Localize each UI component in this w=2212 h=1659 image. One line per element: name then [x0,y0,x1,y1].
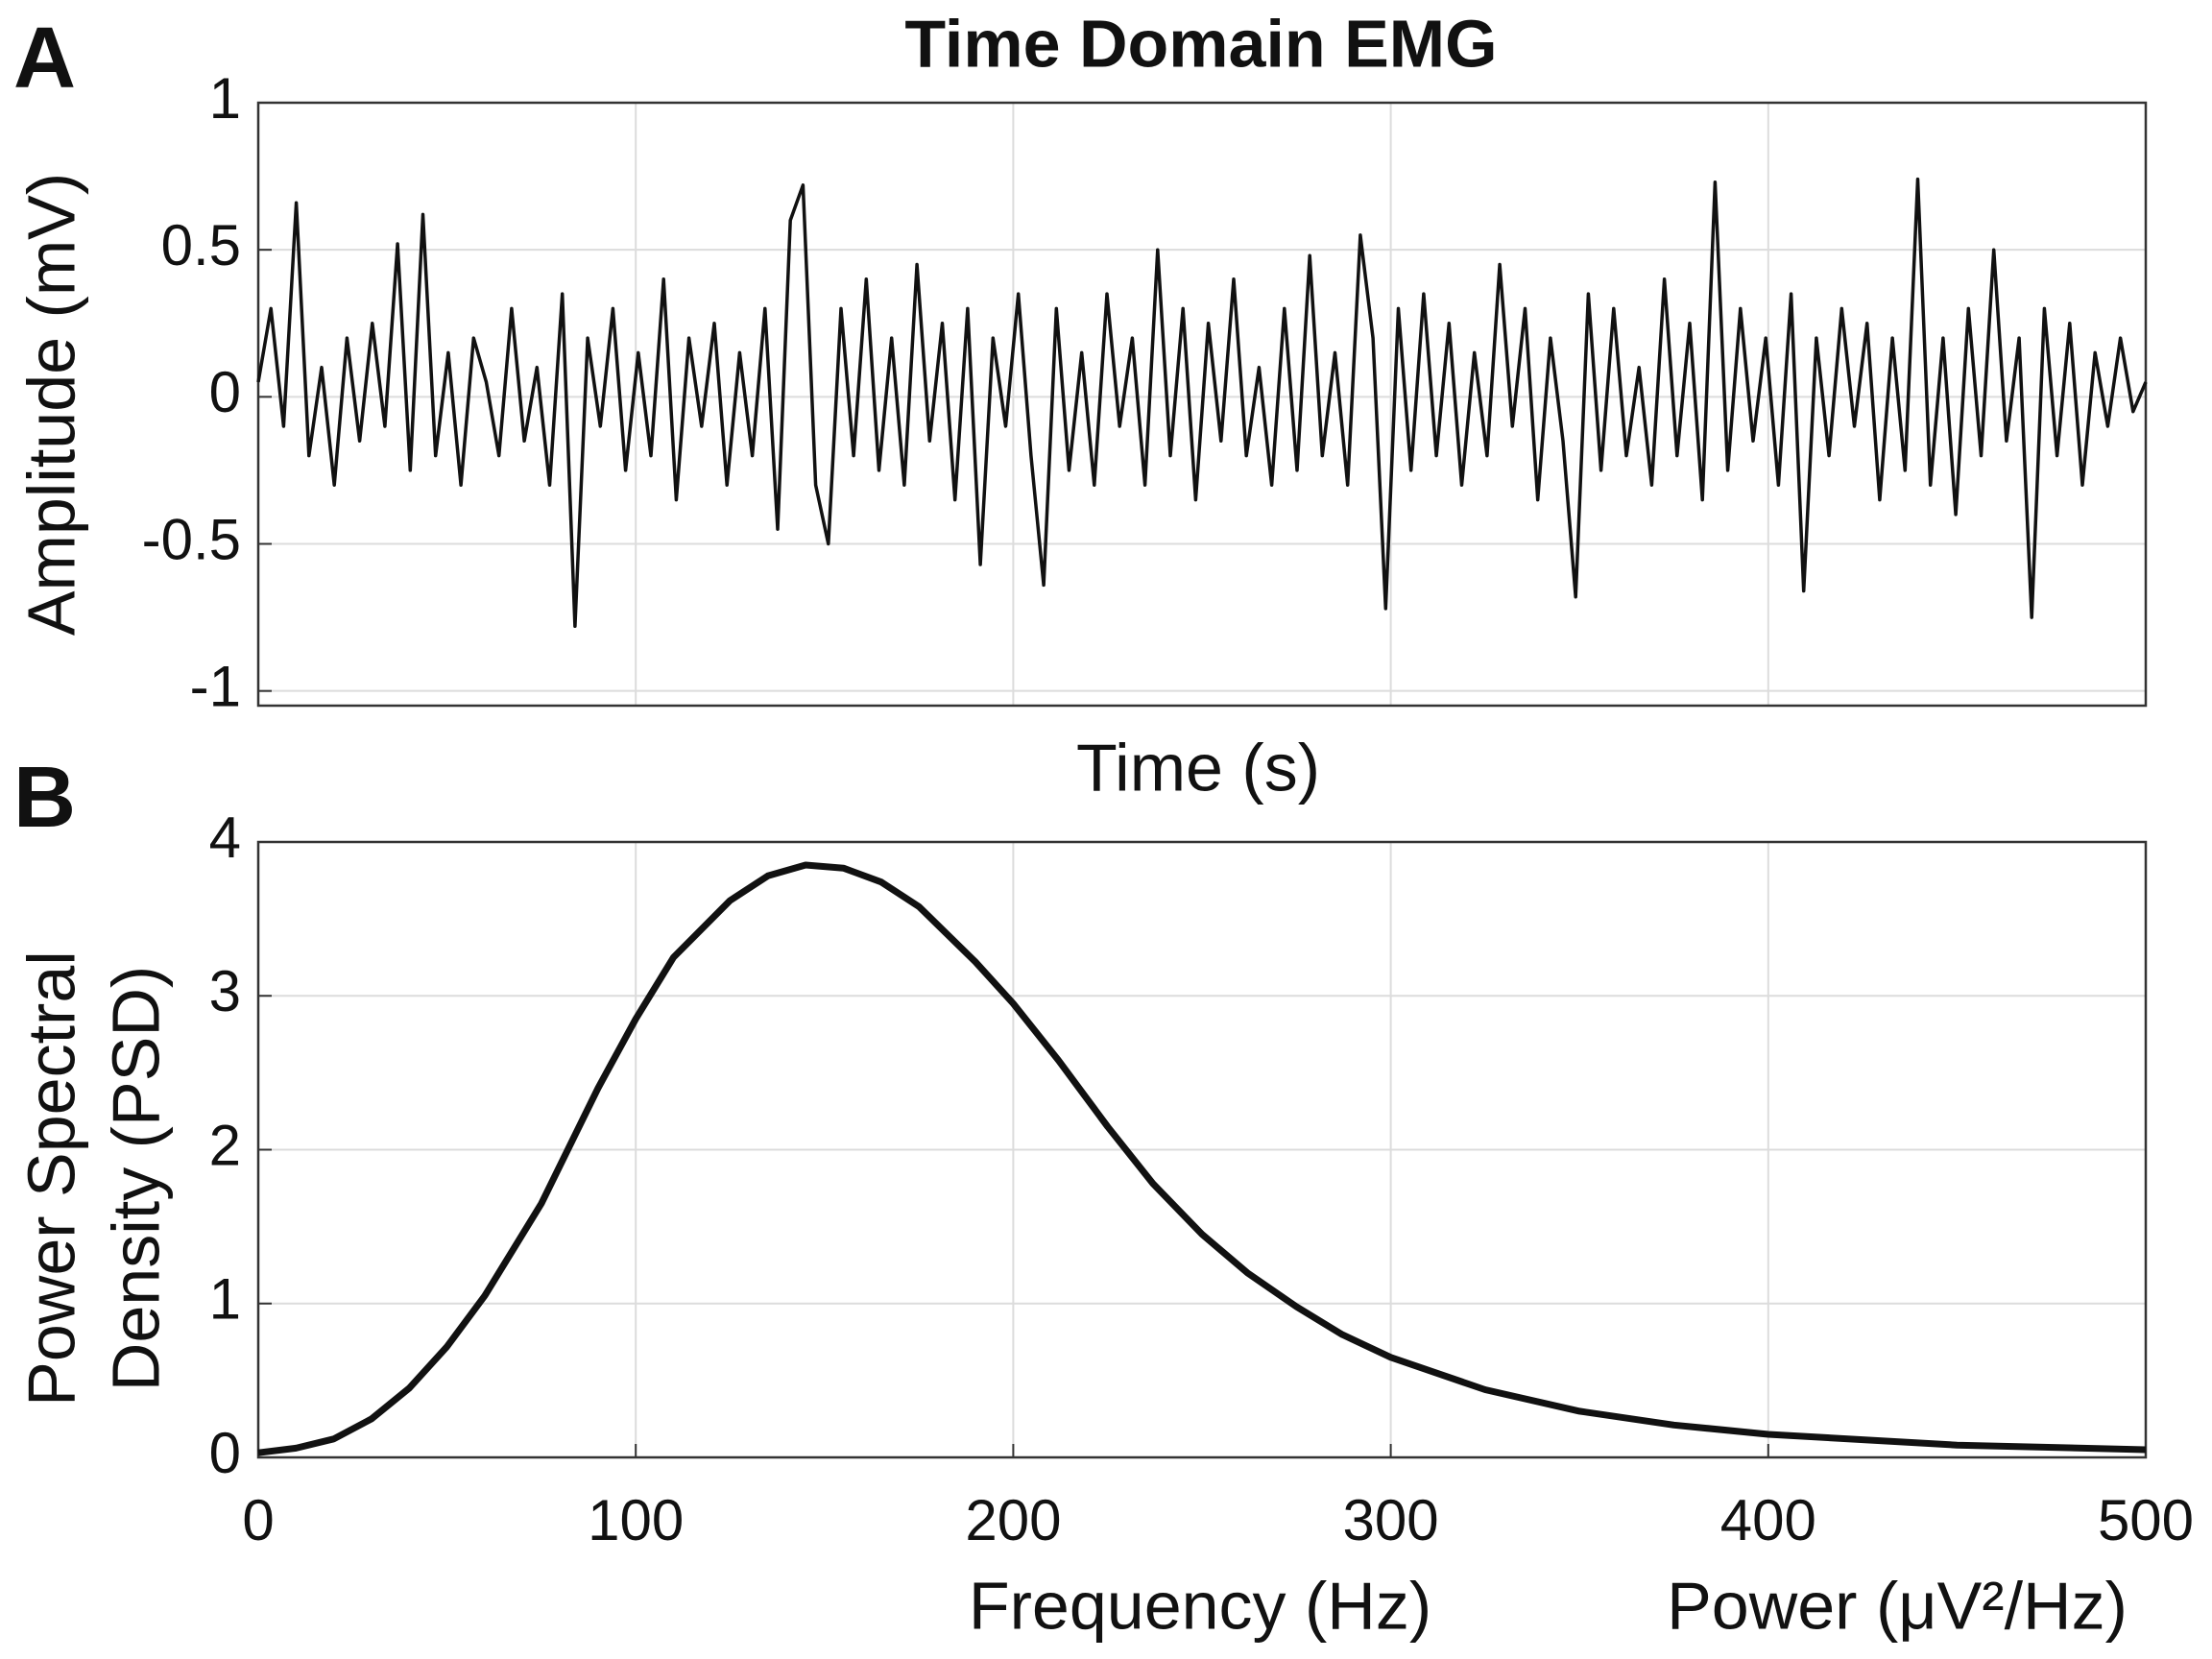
y-axis-label: Power Spectral [13,950,88,1407]
x-tick-label: 0 [242,1488,274,1552]
x-axis-label: Frequency (Hz) [969,1568,1431,1643]
y-axis-label: Density (PSD) [98,966,173,1391]
y-axis-label: Amplitude (mV) [13,173,88,636]
y-tick-label: 1 [209,66,241,131]
y-tick-label: -0.5 [142,507,241,571]
panel-label: A [13,11,76,107]
x-tick-label: 300 [1343,1488,1439,1552]
x-tick-label: 400 [1720,1488,1816,1552]
y-tick-label: 4 [209,805,241,870]
x-axis-label-2: Power (μV²/Hz) [1667,1568,2128,1643]
chart-title: Time Domain EMG [904,6,1497,81]
plot-frame [256,101,2148,708]
y-tick-label: 0 [209,360,241,424]
x-axis-label: Time (s) [1076,730,1320,805]
y-tick-label: 0 [209,1421,241,1485]
y-tick-label: 2 [209,1113,241,1177]
panel-label: B [13,750,76,846]
data-line [257,861,2147,1456]
data-line [256,177,2148,629]
y-tick-label: 3 [209,959,241,1023]
plot-frame [256,840,2148,1459]
y-tick-label: 0.5 [161,213,241,277]
x-tick-label: 100 [588,1488,684,1552]
y-tick-label: 1 [209,1267,241,1332]
x-tick-label: 500 [2098,1488,2194,1552]
y-tick-label: -1 [190,655,241,719]
x-tick-label: 200 [965,1488,1061,1552]
